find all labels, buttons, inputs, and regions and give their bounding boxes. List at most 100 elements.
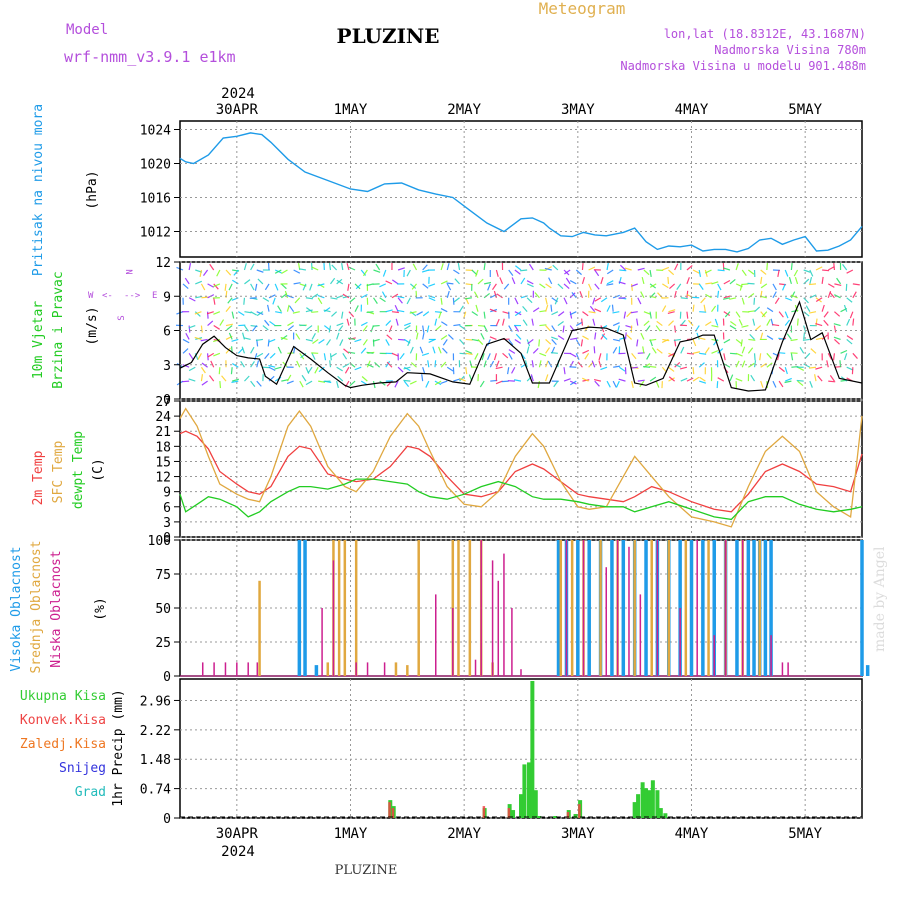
wind-arrow <box>526 283 534 288</box>
wind-arrow <box>469 360 473 368</box>
wind-arrow <box>342 295 350 299</box>
wind-arrow <box>255 338 263 342</box>
wind-arrow <box>569 311 573 319</box>
wind-arrow <box>514 297 519 305</box>
wind-arrow <box>563 283 570 290</box>
wind-arrow <box>606 283 614 286</box>
mid-cloud-bar <box>354 540 358 676</box>
wind-arrow <box>753 353 756 361</box>
wind-arrow <box>680 346 685 354</box>
wind-arrow <box>713 339 719 346</box>
wind-arrow <box>188 297 196 302</box>
wind-arrow <box>545 339 552 345</box>
wind-arrow <box>228 332 233 340</box>
chart-title: PLUZINE <box>337 24 440 48</box>
wind-arrow <box>551 311 559 316</box>
y-tick-label: 0 <box>163 812 171 827</box>
convective-precip-bar <box>578 804 581 818</box>
wind-arrow <box>594 297 602 302</box>
wind-arrow <box>275 311 283 314</box>
wind-arrow <box>277 346 282 354</box>
wind-arrow <box>766 352 772 359</box>
high-cloud-bar <box>769 540 773 676</box>
wind-arrow <box>539 283 546 289</box>
sfc-temp-line <box>179 407 863 528</box>
wind-arrow <box>522 319 528 326</box>
wind-arrow <box>698 337 706 341</box>
wind-arrow <box>495 366 503 370</box>
wind-arrow <box>318 380 326 383</box>
wind-arrow <box>661 305 667 312</box>
low-cloud-bar <box>321 608 323 676</box>
wind-arrow <box>311 311 319 313</box>
wind-arrow <box>232 363 239 368</box>
wind-arrow <box>646 353 651 360</box>
wind-arrow <box>790 291 796 299</box>
wind-arrow <box>582 377 589 382</box>
wind-arrow <box>474 353 479 360</box>
wind-arrow <box>754 306 761 313</box>
wind-arrow <box>326 339 331 346</box>
wind-arrow <box>834 294 841 299</box>
wind-arrow <box>550 352 558 354</box>
wind-arrow <box>581 318 584 326</box>
wind-arrow <box>640 291 645 299</box>
top-day-label: 2MAY <box>447 102 481 118</box>
pressure-unit: (hPa) <box>85 170 100 209</box>
wind-arrow <box>839 360 842 368</box>
wind-arrow <box>495 318 500 326</box>
wind-arrow <box>301 374 307 382</box>
wind-arrow <box>630 366 638 369</box>
wind-arrow <box>296 360 301 368</box>
wind-arrow <box>729 278 736 285</box>
wind-arrow <box>447 334 454 340</box>
wind-arrow <box>422 311 430 317</box>
wind-arrow <box>471 311 479 317</box>
wind-arrow <box>619 269 627 272</box>
y-tick-label: 1012 <box>140 226 171 241</box>
wind-arrow <box>846 318 851 326</box>
wind-arrow <box>686 293 694 299</box>
wind-arrow <box>686 352 694 355</box>
panel-2: 0 3 6 9 12 <box>155 256 863 408</box>
wind-arrow <box>422 367 426 375</box>
compass-arrow-right: --> <box>124 291 141 301</box>
wind-arrow <box>250 380 256 388</box>
wind-arrow <box>717 377 725 382</box>
wind-arrow <box>213 283 219 290</box>
wind-arrow <box>302 283 307 291</box>
wind-arrow <box>453 378 461 382</box>
wind-arrow <box>557 283 564 290</box>
wind-arrow <box>600 333 606 340</box>
wind-arrow <box>686 311 689 319</box>
total-precip-bar <box>658 808 663 818</box>
wind-arrow <box>761 311 768 318</box>
wind-arrow <box>637 267 645 271</box>
compass-west: W <box>88 291 94 301</box>
wind-arrow <box>557 335 565 340</box>
wind-arrow <box>199 269 203 277</box>
wind-arrow <box>700 297 706 304</box>
wind-arrow <box>772 291 777 299</box>
wind-arrow <box>465 367 468 375</box>
wind-arrow <box>539 310 547 313</box>
wind-arrow <box>598 360 602 368</box>
low-cloud-bar <box>256 662 259 676</box>
wind-arrow <box>188 325 191 333</box>
wind-arrow <box>703 304 706 312</box>
wind-arrow <box>317 283 325 288</box>
wind-arrow <box>802 338 810 341</box>
wind-arrow <box>723 353 726 361</box>
wind-arrow <box>674 263 679 271</box>
bottom-day-label: 5MAY <box>788 826 822 842</box>
total-precip-bar <box>519 794 523 818</box>
low-cloud-bar <box>628 546 630 676</box>
high-cloud-bar <box>735 540 739 676</box>
wind-arrow <box>705 282 713 285</box>
wind-arrow <box>465 352 473 355</box>
high-cloud-bar <box>746 540 751 676</box>
wind-arrow <box>511 366 516 374</box>
wind-arrow <box>206 311 214 315</box>
wind-arrow <box>738 318 743 326</box>
wind-arrow <box>511 277 516 285</box>
